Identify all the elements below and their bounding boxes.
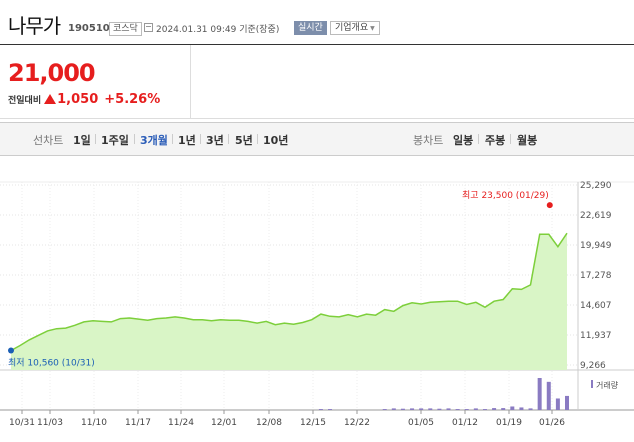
volume-bar — [391, 408, 396, 410]
market-badge: 코스닥 — [109, 22, 142, 36]
volume-bar — [492, 408, 497, 410]
company-overview-label: 기업개요 — [335, 23, 369, 33]
stock-name: 나무가 — [8, 14, 61, 38]
volume-legend-swatch — [591, 380, 593, 388]
stock-code: 190510 — [68, 23, 110, 34]
x-tick-label: 11/03 — [37, 418, 63, 428]
volume-bar — [437, 408, 442, 410]
tab-separator — [478, 134, 479, 144]
volume-legend-label: 거래량 — [596, 380, 619, 390]
volume-bar — [510, 406, 515, 410]
stock-header: 나무가 190510 코스닥 2024.01.31 09:49 기준(장중) 실… — [0, 0, 634, 44]
volume-bar — [555, 398, 560, 410]
tab-separator — [510, 134, 511, 144]
price-chart-svg: 25,290 22,619 19,949 17,278 14,607 11,937 9,26… — [0, 181, 634, 428]
candle-chart-label: 봉차트 — [413, 134, 444, 147]
tab-1week[interactable]: 1주일 — [101, 134, 129, 147]
price-chart[interactable]: 25,290 22,619 19,949 17,278 14,607 11,937 9,26… — [0, 154, 634, 438]
tab-1day[interactable]: 1일 — [73, 134, 91, 147]
volume-bar — [318, 409, 323, 410]
x-tick-label: 01/26 — [539, 418, 565, 428]
y-tick-label: 9,266 — [580, 361, 606, 371]
volume-bar — [410, 408, 415, 410]
period-tab-bar: 선차트 1일 1주일 3개월 1년 3년 5년 10년 봉차트 일봉 주봉 월봉 — [0, 122, 634, 156]
x-tick-label: 01/05 — [408, 418, 434, 428]
x-tick-label: 11/24 — [168, 418, 194, 428]
y-tick-label: 14,607 — [580, 301, 612, 311]
quote-datetime: 2024.01.31 09:49 기준(장중) — [156, 25, 280, 35]
current-price: 21,000 — [8, 59, 96, 87]
up-triangle-icon — [44, 94, 57, 104]
volume-bar — [528, 408, 533, 410]
x-tick-label: 01/12 — [452, 418, 478, 428]
chevron-down-icon: ▼ — [370, 25, 375, 32]
x-tick-label: 10/31 — [9, 418, 35, 428]
volume-bar — [328, 409, 333, 410]
volume-bars: 거래량 — [318, 378, 619, 410]
header-divider — [0, 44, 634, 45]
tab-weekly-candle[interactable]: 주봉 — [485, 134, 506, 147]
tab-daily-candle[interactable]: 일봉 — [453, 134, 474, 147]
change-label: 전일대비 — [8, 96, 42, 106]
x-tick-label: 11/17 — [125, 418, 151, 428]
price-panel: 21,000 전일대비 1,050 +5.26% — [0, 45, 191, 118]
price-area-fill — [11, 233, 567, 370]
high-marker — [546, 202, 553, 209]
tab-5years[interactable]: 5년 — [235, 134, 253, 147]
tab-1year[interactable]: 1년 — [178, 134, 196, 147]
volume-bar — [419, 408, 424, 410]
volume-bar — [473, 408, 478, 410]
line-chart-label: 선차트 — [33, 134, 64, 147]
low-marker — [8, 347, 14, 354]
volume-bar — [382, 409, 387, 410]
volume-bar — [400, 408, 405, 410]
volume-bar — [482, 409, 487, 410]
realtime-button[interactable]: 실시간 — [294, 21, 327, 35]
tab-3years[interactable]: 3년 — [206, 134, 224, 147]
volume-bar — [464, 409, 469, 410]
tab-10years[interactable]: 10년 — [263, 134, 289, 147]
volume-bar — [501, 408, 506, 410]
tab-monthly-candle[interactable]: 월봉 — [517, 134, 538, 147]
y-tick-label: 17,278 — [580, 271, 612, 281]
x-tick-label: 12/01 — [211, 418, 237, 428]
volume-bar — [537, 378, 542, 410]
tab-3months[interactable]: 3개월 — [140, 134, 168, 147]
panel-divider — [0, 118, 634, 119]
chart-markers: 최고 23,500 (01/29) 최저 10,560 (10/31) — [8, 190, 553, 368]
tab-separator — [228, 134, 229, 144]
y-tick-label: 11,937 — [580, 331, 612, 341]
volume-bar — [546, 381, 551, 410]
change-amount: 1,050 — [57, 92, 99, 107]
volume-bar — [428, 408, 433, 410]
price-change: 전일대비 1,050 +5.26% — [8, 92, 160, 107]
y-tick-label: 22,619 — [580, 211, 612, 221]
tab-separator — [200, 134, 201, 144]
y-tick-label: 25,290 — [580, 181, 612, 191]
volume-bar — [519, 407, 524, 410]
price-line — [10, 232, 568, 352]
x-tick-label: 12/08 — [256, 418, 282, 428]
volume-bar — [565, 395, 569, 410]
tab-separator — [134, 134, 135, 144]
company-overview-dropdown[interactable]: 기업개요 ▼ — [330, 21, 380, 35]
y-axis-ticks: 25,290 22,619 19,949 17,278 14,607 11,937 9,26… — [580, 181, 612, 371]
y-tick-label: 19,949 — [580, 241, 612, 251]
tab-separator — [172, 134, 173, 144]
volume-bar — [455, 409, 460, 410]
high-label: 최고 23,500 (01/29) — [462, 190, 549, 201]
low-label: 최저 10,560 (10/31) — [8, 357, 95, 368]
calendar-icon — [144, 23, 153, 32]
x-tick-label: 01/19 — [496, 418, 522, 428]
x-axis-ticks: 10/31 11/03 11/10 11/17 11/24 12/01 12/08 12/15… — [9, 410, 565, 428]
tab-separator — [95, 134, 96, 144]
tab-separator — [257, 134, 258, 144]
x-tick-label: 11/10 — [81, 418, 107, 428]
volume-bar — [446, 408, 451, 410]
x-tick-label: 12/15 — [300, 418, 326, 428]
x-tick-label: 12/22 — [344, 418, 370, 428]
change-percent: +5.26% — [104, 92, 161, 107]
